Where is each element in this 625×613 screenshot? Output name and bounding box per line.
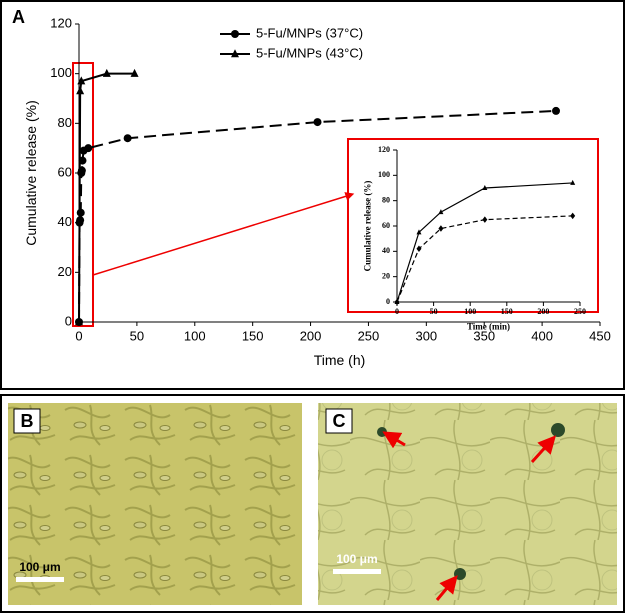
- point: [482, 185, 488, 190]
- point: [416, 229, 422, 235]
- y-tick-label: 80: [58, 115, 72, 130]
- y-tick-label: 100: [50, 65, 72, 80]
- particle-cluster: [551, 423, 565, 437]
- particle-cluster: [454, 568, 466, 580]
- point: [76, 208, 85, 217]
- x-tick-label: 450: [589, 328, 611, 343]
- point: [313, 118, 322, 127]
- panel-label: B: [21, 411, 34, 431]
- x-tick-label: 150: [242, 328, 264, 343]
- point: [130, 68, 139, 77]
- x-tick-label: 400: [531, 328, 553, 343]
- scale-bar-label: 100 μm: [336, 552, 377, 566]
- legend-label: 5-Fu/MNPs (43°C): [256, 45, 363, 60]
- point: [570, 212, 576, 220]
- highlight-box: [72, 62, 94, 327]
- y-tick-label: 100: [378, 170, 390, 179]
- particle-cluster: [377, 427, 387, 437]
- arrow: [530, 435, 557, 464]
- y-tick-label: 60: [58, 164, 72, 179]
- y-tick-label: 20: [58, 264, 72, 279]
- x-tick-label: 50: [430, 307, 438, 316]
- y-tick-label: 120: [50, 15, 72, 30]
- legend-marker: [231, 49, 239, 58]
- x-tick-label: 200: [300, 328, 322, 343]
- x-tick-label: 200: [537, 307, 549, 316]
- arrow: [435, 575, 458, 601]
- x-tick-label: 250: [574, 307, 586, 316]
- series-line: [396, 215, 573, 303]
- x-tick-label: 250: [358, 328, 380, 343]
- scale-bar-label: 100 μm: [19, 560, 60, 574]
- y-tick-label: 0: [386, 297, 390, 306]
- y-axis-label: Cumulative release (%): [23, 100, 39, 246]
- x-tick-label: 0: [395, 307, 399, 316]
- point: [570, 179, 576, 185]
- x-axis-label: Time (h): [314, 352, 366, 368]
- y-tick-label: 20: [382, 271, 390, 280]
- y-tick-label: 80: [382, 195, 390, 204]
- x-axis-label: Time (min): [467, 322, 510, 332]
- y-axis-label: Cumulative release (%): [362, 181, 372, 272]
- panel-label: C: [333, 411, 346, 431]
- legend-label: 5-Fu/MNPs (37°C): [256, 25, 363, 40]
- x-tick-label: 0: [75, 328, 82, 343]
- point: [394, 299, 400, 304]
- point: [123, 134, 132, 143]
- point: [76, 86, 85, 95]
- point: [438, 225, 444, 232]
- point: [416, 245, 422, 253]
- micrograph-texture: [8, 403, 302, 605]
- y-tick-label: 120: [378, 145, 390, 154]
- label-box: [325, 408, 353, 434]
- scale-bar: [16, 577, 64, 582]
- x-tick-label: 300: [415, 328, 437, 343]
- zoom-arrow: [92, 192, 355, 276]
- y-tick-label: 40: [382, 246, 390, 255]
- x-tick-label: 50: [130, 328, 144, 343]
- point: [482, 216, 488, 223]
- inset-box: [347, 138, 599, 313]
- x-tick-label: 350: [473, 328, 495, 343]
- point: [438, 209, 444, 215]
- micrograph-texture: [318, 403, 617, 605]
- y-tick-label: 60: [382, 221, 390, 230]
- legend-marker: [231, 30, 239, 38]
- point: [84, 144, 93, 153]
- y-tick-label: 40: [58, 214, 72, 229]
- x-tick-label: 100: [464, 307, 476, 316]
- point: [552, 106, 561, 115]
- arrow: [382, 431, 406, 449]
- point: [77, 76, 86, 85]
- point: [75, 317, 83, 326]
- x-tick-label: 150: [501, 307, 513, 316]
- y-tick-label: 0: [65, 313, 72, 328]
- label-box: [13, 408, 41, 434]
- x-tick-label: 100: [184, 328, 206, 343]
- point: [102, 68, 111, 77]
- scale-bar: [333, 569, 381, 574]
- panel-label: A: [12, 7, 25, 27]
